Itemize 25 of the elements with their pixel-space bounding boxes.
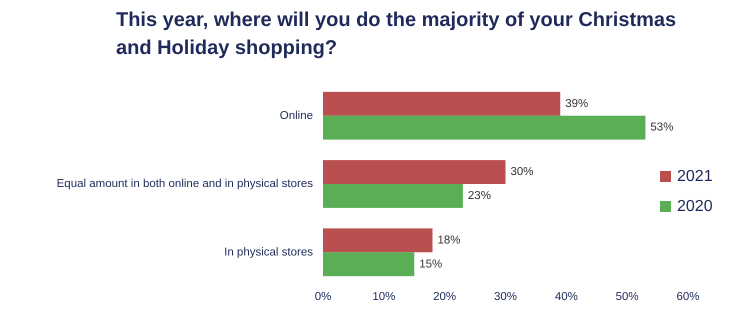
bar	[323, 252, 414, 276]
x-tick-label: 20%	[433, 291, 456, 303]
x-tick-label: 60%	[676, 291, 700, 303]
data-label: 18%	[438, 234, 461, 246]
data-label: 15%	[419, 258, 442, 270]
x-tick-label: 30%	[494, 291, 518, 303]
bar	[323, 92, 560, 116]
bar	[323, 160, 506, 184]
chart-title: This year, where will you do the majority of your Christmas and Holiday shopping?	[116, 9, 676, 59]
data-label: 23%	[468, 190, 491, 202]
x-tick-label: 0%	[314, 291, 332, 303]
data-label: 39%	[565, 98, 588, 110]
y-tick-label: In physical stores	[224, 246, 314, 258]
legend-label: 2021	[677, 168, 713, 186]
bar	[323, 184, 463, 208]
data-label: 53%	[650, 122, 674, 134]
bar	[323, 228, 432, 252]
y-tick-label: Equal amount in both online and in physical stores	[56, 178, 314, 190]
x-tick-label: 40%	[554, 291, 578, 303]
x-tick-label: 10%	[372, 291, 396, 303]
y-tick-label: Online	[280, 110, 313, 122]
data-label: 30%	[510, 166, 534, 178]
x-tick-label: 50%	[616, 291, 639, 303]
bar	[323, 116, 646, 140]
legend-label: 2020	[677, 198, 713, 216]
